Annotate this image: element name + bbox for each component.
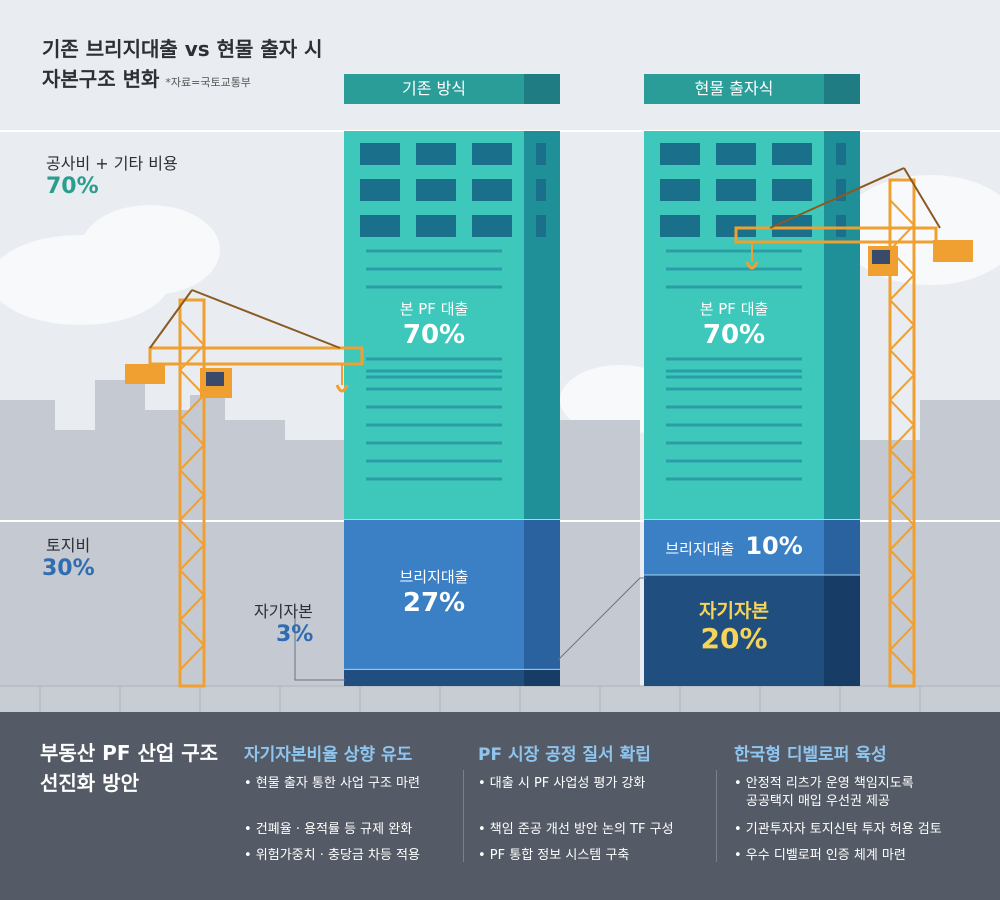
building-header-bar <box>344 74 524 104</box>
bar-segment-3 <box>644 575 824 686</box>
policy-column-2-title: PF 시장 공정 질서 확립 <box>478 745 651 765</box>
policy-item: • 대출 시 PF 사업성 평가 강화 <box>478 776 646 791</box>
policy-item: • 현물 출자 통한 사업 구조 마련 <box>244 776 420 791</box>
window <box>472 179 512 201</box>
ground <box>0 686 1000 712</box>
building-header-side <box>824 74 860 104</box>
title-line-1: 기존 브리지대출 vs 현물 출자 시 <box>42 37 323 61</box>
equity-connector-left <box>294 612 345 681</box>
header-in-kind: 현물 출자식 <box>694 79 774 98</box>
right-pf-pct: 70% <box>702 320 766 350</box>
window <box>772 179 812 201</box>
title-line-2: 자본구조 변화 *자료=국토교통부 <box>42 64 323 98</box>
window <box>660 179 700 201</box>
policy-item: 공공택지 매입 우선권 제공 <box>746 794 890 809</box>
window <box>472 143 512 165</box>
policy-item: • 책임 준공 개선 방안 논의 TF 구성 <box>478 822 674 837</box>
window <box>360 215 400 237</box>
right-bridge-row: 브리지대출 10% <box>644 532 824 560</box>
land-cost-pct: 30% <box>42 556 95 581</box>
source-note: *자료=국토교통부 <box>165 76 251 89</box>
chart-title: 기존 브리지대출 vs 현물 출자 시 자본구조 변화 *자료=국토교통부 <box>42 34 323 98</box>
building-header-bar <box>644 74 824 104</box>
bar-segment-2 <box>344 519 524 670</box>
chart-scene <box>0 74 1000 712</box>
policy-item: • PF 통합 정보 시스템 구축 <box>478 848 630 863</box>
bar-segment-2 <box>644 519 824 575</box>
window-side <box>836 215 846 237</box>
title-line-2-text: 자본구조 변화 <box>42 67 160 91</box>
window <box>716 179 756 201</box>
window-side <box>836 143 846 165</box>
window <box>472 215 512 237</box>
header-existing: 기존 방식 <box>402 79 466 98</box>
policy-column-1-title: 자기자본비율 상향 유도 <box>244 745 413 765</box>
policy-column-3-title: 한국형 디벨로퍼 육성 <box>734 745 887 765</box>
right-bridge-pct: 10% <box>745 532 803 560</box>
equity-label-left: 자기자본 <box>254 602 313 621</box>
crane-left <box>125 289 364 688</box>
construction-cost-label: 공사비 + 기타 비용 <box>46 154 178 173</box>
window <box>416 179 456 201</box>
window <box>716 143 756 165</box>
window <box>360 179 400 201</box>
policy-item: • 건폐율 · 용적률 등 규제 완화 <box>244 822 413 837</box>
right-equity-label: 자기자본 <box>699 600 769 622</box>
building-left <box>344 74 560 686</box>
window <box>416 143 456 165</box>
bar-segment-side-2 <box>824 519 860 575</box>
left-pf-label: 본 PF 대출 <box>399 300 469 318</box>
window-side <box>836 179 846 201</box>
right-bridge-label: 브리지대출 <box>665 540 735 558</box>
window <box>660 143 700 165</box>
crane-right <box>734 167 973 688</box>
equity-pct-left: 3% <box>276 622 314 647</box>
window <box>660 215 700 237</box>
policy-item: • 위험가중치 · 충당금 차등 적용 <box>244 848 420 863</box>
right-pf-label: 본 PF 대출 <box>699 300 769 318</box>
column-separator <box>463 770 464 862</box>
left-bridge-pct: 27% <box>402 588 466 618</box>
window <box>772 215 812 237</box>
left-bridge-label: 브리지대출 <box>399 568 469 586</box>
window <box>716 215 756 237</box>
construction-cost-pct: 70% <box>46 174 99 199</box>
window <box>772 143 812 165</box>
clouds <box>0 175 1000 435</box>
bar-segment-3 <box>344 669 524 686</box>
policy-item: • 우수 디벨로퍼 인증 체계 마련 <box>734 848 906 863</box>
window-side <box>536 215 546 237</box>
building-right <box>644 74 860 686</box>
window <box>416 215 456 237</box>
right-equity-pct: 20% <box>700 622 768 655</box>
policy-column-2: PF 시장 공정 질서 확립 • 대출 시 PF 사업성 평가 강화 • 책임 … <box>478 740 718 865</box>
policy-title-line-2: 선진화 방안 <box>40 771 139 795</box>
land-cost-label: 토지비 <box>46 536 91 555</box>
window-side <box>536 179 546 201</box>
city-skyline <box>0 380 1000 700</box>
policy-panel <box>0 712 1000 900</box>
column-separator <box>716 770 717 862</box>
building-header-side <box>524 74 560 104</box>
bar-segment-side-3 <box>824 575 860 686</box>
policy-item: • 기관투자자 토지신탁 투자 허용 검토 <box>734 822 942 837</box>
policy-item: • 안정적 리츠가 운영 책임지도록 <box>734 776 914 791</box>
bar-segment-side-3 <box>524 669 560 686</box>
window-side <box>536 143 546 165</box>
policy-column-3: 한국형 디벨로퍼 육성 • 안정적 리츠가 운영 책임지도록 공공택지 매입 우… <box>734 740 994 865</box>
policy-column-1: 자기자본비율 상향 유도 • 현물 출자 통한 사업 구조 마련 • 건폐율 ·… <box>244 740 464 865</box>
left-pf-pct: 70% <box>402 320 466 350</box>
window <box>360 143 400 165</box>
connector-right <box>557 577 646 661</box>
policy-title-line-1: 부동산 PF 산업 구조 <box>40 741 219 765</box>
policy-title: 부동산 PF 산업 구조 선진화 방안 <box>40 738 218 798</box>
bar-segment-side-2 <box>524 519 560 670</box>
